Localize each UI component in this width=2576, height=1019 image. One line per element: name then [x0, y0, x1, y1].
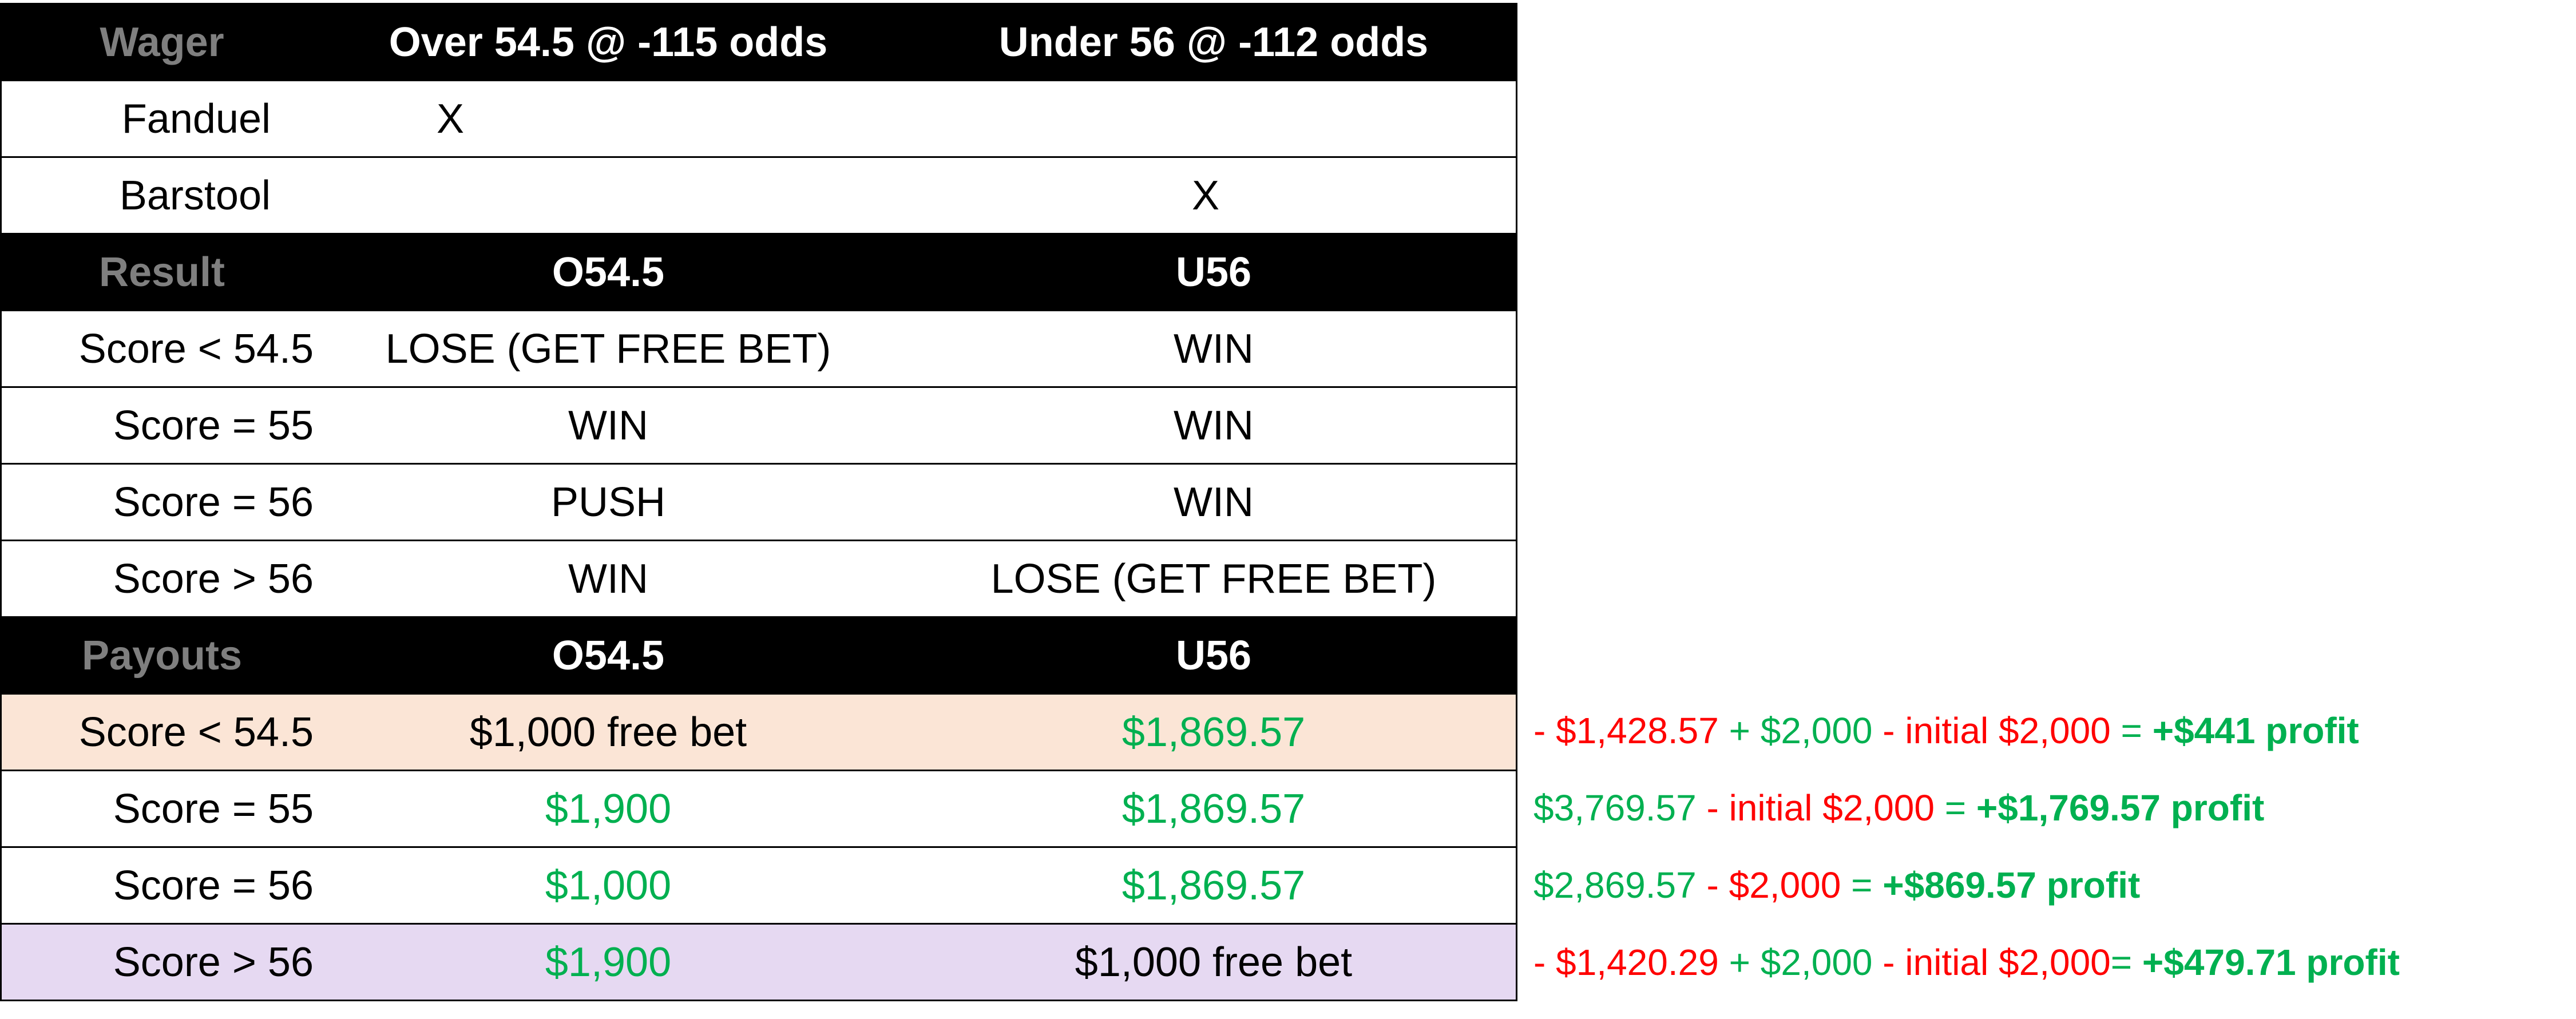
over-result: WIN: [568, 402, 648, 449]
note-term: - $2,000: [1706, 865, 1852, 906]
under-result: WIN: [1174, 479, 1254, 525]
payouts-header-label: Payouts: [81, 632, 243, 679]
result-row: Score = 55 WIN WIN: [2, 388, 1516, 465]
over-result: WIN: [568, 556, 648, 602]
wager-header-label: Wager: [100, 19, 224, 65]
under-payout: $1,869.57: [1121, 786, 1306, 832]
profit-total: +$1,769.57 profit: [1976, 787, 2265, 828]
under-payout: $1,869.57: [1121, 862, 1306, 909]
book-name: Barstool: [119, 172, 271, 219]
note-term: - $1,420.29: [1533, 942, 1729, 983]
payout-row: Score < 54.5 $1,000 free bet $1,869.57: [2, 695, 1516, 771]
over-result: LOSE (GET FREE BET): [385, 326, 831, 372]
result-over-header: O54.5: [552, 249, 665, 295]
note-term: $3,769.57: [1533, 787, 1707, 828]
result-row: Score > 56 WIN LOSE (GET FREE BET): [2, 541, 1516, 618]
over-wager-header: Over 54.5 @ -115 odds: [389, 19, 828, 65]
payout-row: Score = 56 $1,000 $1,869.57: [2, 848, 1516, 925]
payouts-under-header: U56: [1175, 632, 1252, 679]
note-term: =: [1851, 865, 1883, 906]
profit-total: +$441 profit: [2152, 710, 2359, 751]
note-term: - initial $2,000: [1706, 787, 1945, 828]
note-term: - initial $2,000: [1883, 710, 2121, 751]
betting-table: Wager Over 54.5 @ -115 odds Under 56 @ -…: [0, 3, 1517, 1001]
book-over-mark: X: [437, 96, 465, 142]
over-payout: $1,900: [545, 939, 672, 985]
score-label: Score > 56: [113, 939, 314, 985]
result-row: Score = 56 PUSH WIN: [2, 465, 1516, 541]
note-term: + $2,000: [1729, 942, 1883, 983]
profit-note: $3,769.57 - initial $2,000 = +$1,769.57 …: [1533, 790, 2264, 826]
over-result: PUSH: [550, 479, 666, 525]
book-under-mark: X: [1192, 172, 1220, 219]
note-term: - initial $2,000: [1883, 942, 2111, 983]
book-over-mark: [322, 158, 894, 233]
under-payout: $1,869.57: [1121, 709, 1306, 755]
under-wager-header: Under 56 @ -112 odds: [998, 19, 1429, 65]
book-under-mark: [894, 81, 1516, 156]
score-label: Score < 54.5: [78, 326, 314, 372]
profit-total: +$869.57 profit: [1883, 865, 2141, 906]
wager-header-row: Wager Over 54.5 @ -115 odds Under 56 @ -…: [2, 5, 1516, 81]
book-row-fanduel: Fanduel X: [2, 81, 1516, 158]
over-payout: $1,900: [545, 786, 672, 832]
note-term: =: [2121, 710, 2153, 751]
score-label: Score = 56: [113, 479, 314, 525]
note-term: =: [1944, 787, 1976, 828]
note-term: + $2,000: [1729, 710, 1883, 751]
under-result: WIN: [1174, 326, 1254, 372]
note-term: $2,869.57: [1533, 865, 1707, 906]
book-name: Fanduel: [121, 96, 271, 142]
under-result: WIN: [1174, 402, 1254, 449]
score-label: Score = 55: [113, 786, 314, 832]
result-header-row: Result O54.5 U56: [2, 235, 1516, 311]
note-term: =: [2110, 942, 2142, 983]
over-payout: $1,000 free bet: [469, 709, 747, 755]
under-result: LOSE (GET FREE BET): [990, 556, 1437, 602]
profit-note: - $1,428.57 + $2,000 - initial $2,000 = …: [1533, 712, 2359, 749]
result-row: Score < 54.5 LOSE (GET FREE BET) WIN: [2, 311, 1516, 388]
under-payout: $1,000 free bet: [1075, 939, 1353, 985]
payouts-over-header: O54.5: [552, 632, 665, 679]
profit-total: +$479.71 profit: [2142, 942, 2400, 983]
over-payout: $1,000: [545, 862, 672, 909]
payouts-header-row: Payouts O54.5 U56: [2, 618, 1516, 695]
score-label: Score > 56: [113, 556, 314, 602]
profit-note: $2,869.57 - $2,000 = +$869.57 profit: [1533, 867, 2140, 903]
result-under-header: U56: [1175, 249, 1252, 295]
profit-note: - $1,420.29 + $2,000 - initial $2,000= +…: [1533, 944, 2400, 981]
score-label: Score = 56: [113, 862, 314, 909]
payout-row: Score = 55 $1,900 $1,869.57: [2, 771, 1516, 848]
payout-row: Score > 56 $1,900 $1,000 free bet: [2, 925, 1516, 1001]
score-label: Score < 54.5: [78, 709, 314, 755]
score-label: Score = 55: [113, 402, 314, 449]
book-row-barstool: Barstool X: [2, 158, 1516, 235]
result-header-label: Result: [98, 249, 225, 295]
note-term: - $1,428.57: [1533, 710, 1729, 751]
